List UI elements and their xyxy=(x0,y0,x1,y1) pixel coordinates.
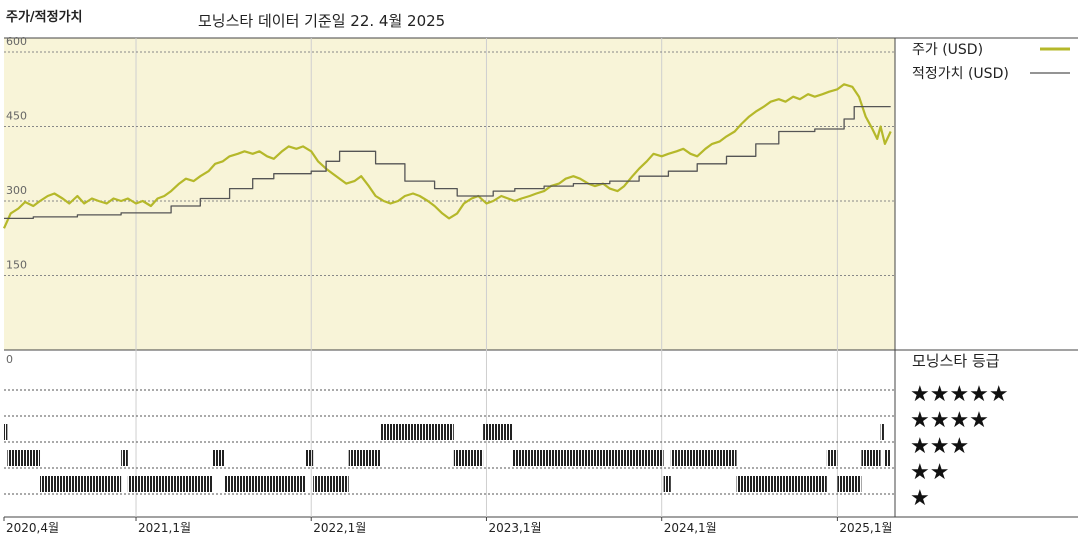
rating-bar-4-star xyxy=(880,424,884,440)
rating-bar-2-star xyxy=(837,476,862,492)
rating-bar-2-star xyxy=(127,476,213,492)
rating-zero-label: 0 xyxy=(6,353,13,366)
legend-label-fair-value: 적정가치 (USD) xyxy=(912,66,1009,82)
rating-bar-3-star xyxy=(826,450,838,466)
rating-bar-3-star xyxy=(512,450,664,466)
rating-stars-1: ★ xyxy=(910,486,930,511)
y-tick-label: 300 xyxy=(6,184,27,197)
x-tick-label: 2022,1월 xyxy=(313,521,366,535)
x-tick-label: 2021,1월 xyxy=(138,521,191,535)
chart-title: 주가/적정가치 xyxy=(6,10,83,25)
rating-bar-3-star xyxy=(348,450,381,466)
rating-bars xyxy=(4,424,891,492)
x-tick-label: 2024,1월 xyxy=(664,521,717,535)
price-line xyxy=(2,83,892,229)
rating-bar-2-star xyxy=(40,476,122,492)
legend-label-price: 주가 (USD) xyxy=(912,42,983,58)
rating-bar-3-star xyxy=(7,450,41,466)
rating-stars-5: ★★★★★ xyxy=(910,382,1009,407)
rating-stars-3: ★★★ xyxy=(910,434,969,459)
chart-panels xyxy=(4,37,1078,518)
rating-bar-3-star xyxy=(861,450,881,466)
x-tick-label: 2023,1월 xyxy=(488,521,541,535)
fair-value-line xyxy=(4,105,891,220)
rating-bar-4-star xyxy=(483,424,513,440)
rating-panel-title: 모닝스타 등급 xyxy=(912,352,1000,370)
rating-bar-3-star xyxy=(305,450,314,466)
price-panel xyxy=(4,38,895,350)
y-tick-label: 150 xyxy=(6,259,27,272)
y-tick-label: 450 xyxy=(6,110,27,123)
rating-bar-3-star xyxy=(883,450,891,466)
chart-subtitle: 모닝스타 데이터 기준일 22. 4월 2025 xyxy=(198,12,446,30)
rating-stars-2: ★★ xyxy=(910,460,949,485)
chart-gridlines xyxy=(3,38,895,521)
rating-bar-4-star xyxy=(4,424,8,440)
rating-bar-3-star xyxy=(212,450,225,466)
y-tick-label: 600 xyxy=(6,35,27,48)
chart-legend: 주가 (USD) 적정가치 (USD) xyxy=(912,42,1070,82)
chart-ticks: 2020,4월 2021,1월 2022,1월 2023,1월 2024,1월 2025,… xyxy=(6,35,892,535)
x-tick-label: 2020,4월 xyxy=(6,521,59,535)
rating-bar-2-star xyxy=(736,476,827,492)
rating-bar-2-star xyxy=(224,476,306,492)
rating-bar-3-star xyxy=(121,450,128,466)
rating-bar-3-star xyxy=(453,450,484,466)
rating-bar-2-star xyxy=(663,476,671,492)
rating-legend: 모닝스타 등급★★★★★★★★★★★★★★★ xyxy=(910,352,1009,511)
x-tick-label: 2025,1월 xyxy=(839,521,892,535)
rating-bar-4-star xyxy=(380,424,454,440)
rating-stars-4: ★★★★ xyxy=(910,408,989,433)
rating-bar-2-star xyxy=(313,476,349,492)
chart-lines xyxy=(2,83,892,229)
rating-bar-3-star xyxy=(670,450,737,466)
